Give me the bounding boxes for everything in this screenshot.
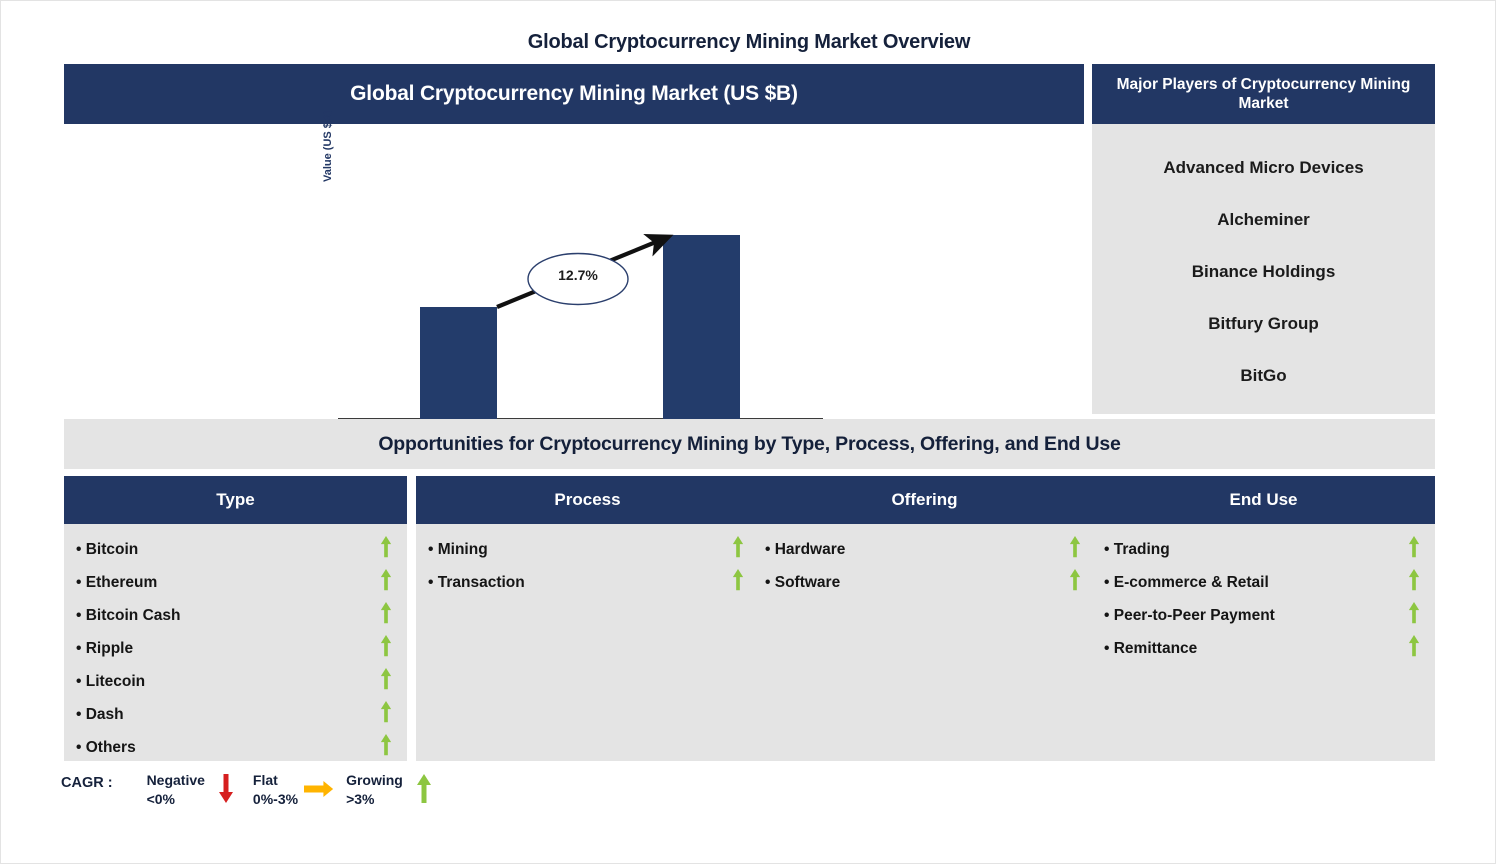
column-items: • Bitcoin • Ethereum • Bitcoin Cash • Rippl… [64, 524, 407, 764]
major-players-card: Major Players of Cryptocurrency Mining M… [1092, 64, 1435, 414]
list-item-label: • Peer-to-Peer Payment [1104, 606, 1275, 624]
arrow-up-green-icon [1068, 536, 1084, 563]
arrow-up-green-icon [731, 569, 747, 596]
chart-plot-area: Value (US $B) 2025 2031 12.7% Source : L… [64, 110, 1084, 466]
arrow-up-green-icon [1407, 569, 1423, 596]
column-items: • Hardware • Software [753, 524, 1096, 599]
chart-bar-2025 [420, 307, 497, 419]
cagr-legend: CAGR : Negative <0% Flat 0%-3% [61, 771, 451, 809]
arrow-up-green-icon [1407, 635, 1423, 662]
list-item: • Dash [76, 698, 395, 731]
list-item-label: • Others [76, 738, 136, 756]
list-item: Advanced Micro Devices [1163, 158, 1364, 177]
arrow-right-orange-icon [304, 771, 334, 807]
arrow-up-green-icon [1407, 602, 1423, 629]
page-title: Global Cryptocurrency Mining Market Over… [527, 31, 971, 53]
cagr-legend-item-growing: Growing >3% [346, 771, 445, 809]
list-item: Bitfury Group [1208, 314, 1319, 333]
list-item-label: • Hardware [765, 540, 846, 558]
major-players-list: Advanced Micro Devices Alcheminer Binanc… [1092, 124, 1435, 402]
column-header: Type [64, 476, 407, 524]
arrow-up-green-icon [379, 635, 395, 662]
list-item-label: • Bitcoin [76, 540, 139, 558]
list-item: • Litecoin [76, 665, 395, 698]
list-item: • Remittance [1104, 632, 1423, 665]
arrow-up-green-icon [1068, 569, 1084, 596]
chart-card-header: Global Cryptocurrency Mining Market (US … [64, 64, 1084, 124]
cagr-legend-item-negative: Negative <0% [147, 771, 247, 809]
arrow-up-green-icon [379, 668, 395, 695]
arrow-up-green-icon [379, 602, 395, 629]
list-item: • Mining [428, 533, 747, 566]
opportunity-column-offering: Offering • Hardware • Software [753, 476, 1096, 761]
list-item-label: • Mining [428, 540, 488, 558]
list-item-label: • Software [765, 573, 841, 591]
column-header: Offering [753, 476, 1096, 524]
cagr-legend-item-flat: Flat 0%-3% [253, 771, 340, 809]
arrow-up-green-icon [1407, 536, 1423, 563]
cagr-legend-negative-text: Negative <0% [146, 772, 205, 807]
opportunities-banner: Opportunities for Cryptocurrency Mining … [64, 419, 1435, 469]
market-chart-card: Global Cryptocurrency Mining Market (US … [64, 64, 1084, 466]
list-item: • Bitcoin [76, 533, 395, 566]
list-item: Alcheminer [1217, 210, 1310, 229]
major-players-header: Major Players of Cryptocurrency Mining M… [1092, 64, 1435, 124]
list-item-label: • Ripple [76, 639, 134, 657]
arrow-up-green-icon [409, 771, 439, 807]
opportunity-column-end-use: End Use • Trading • E-commerce & Retail • … [1092, 476, 1435, 761]
list-item: • Software [765, 566, 1084, 599]
list-item-label: • E-commerce & Retail [1104, 573, 1269, 591]
list-item-label: • Bitcoin Cash [76, 606, 181, 624]
list-item-label: • Ethereum [76, 573, 158, 591]
list-item: • E-commerce & Retail [1104, 566, 1423, 599]
list-item: • Ethereum [76, 566, 395, 599]
cagr-legend-flat-text: Flat 0%-3% [252, 772, 299, 807]
arrow-up-green-icon [379, 536, 395, 563]
cagr-legend-title: CAGR : [61, 775, 113, 791]
cagr-growth-arrow-icon [496, 234, 674, 309]
opportunity-column-process: Process • Mining • Transaction [416, 476, 759, 761]
column-header: Process [416, 476, 759, 524]
list-item: • Hardware [765, 533, 1084, 566]
arrow-up-green-icon [379, 701, 395, 728]
opportunity-column-type: Type • Bitcoin • Ethereum • Bitcoin Cash • … [64, 476, 407, 761]
arrow-up-green-icon [379, 734, 395, 761]
list-item: • Transaction [428, 566, 747, 599]
list-item: BitGo [1240, 366, 1287, 385]
list-item-label: • Transaction [428, 573, 525, 591]
list-item: • Ripple [76, 632, 395, 665]
list-item-label: • Remittance [1104, 639, 1198, 657]
list-item: • Others [76, 731, 395, 764]
chart-bar-2031 [663, 235, 740, 419]
column-items: • Trading • E-commerce & Retail • Peer-to-… [1092, 524, 1435, 665]
cagr-legend-growing-text: Growing >3% [346, 772, 403, 807]
arrow-up-green-icon [379, 569, 395, 596]
list-item-label: • Trading [1104, 540, 1170, 558]
column-items: • Mining • Transaction [416, 524, 759, 599]
list-item: • Peer-to-Peer Payment [1104, 599, 1423, 632]
arrow-up-green-icon [731, 536, 747, 563]
list-item: • Trading [1104, 533, 1423, 566]
cagr-value-label: 12.7% [558, 267, 598, 283]
list-item: • Bitcoin Cash [76, 599, 395, 632]
arrow-down-red-icon [211, 771, 241, 807]
column-header: End Use [1092, 476, 1435, 524]
list-item: Binance Holdings [1191, 262, 1336, 281]
list-item-label: • Litecoin [76, 672, 146, 690]
list-item-label: • Dash [76, 705, 124, 723]
